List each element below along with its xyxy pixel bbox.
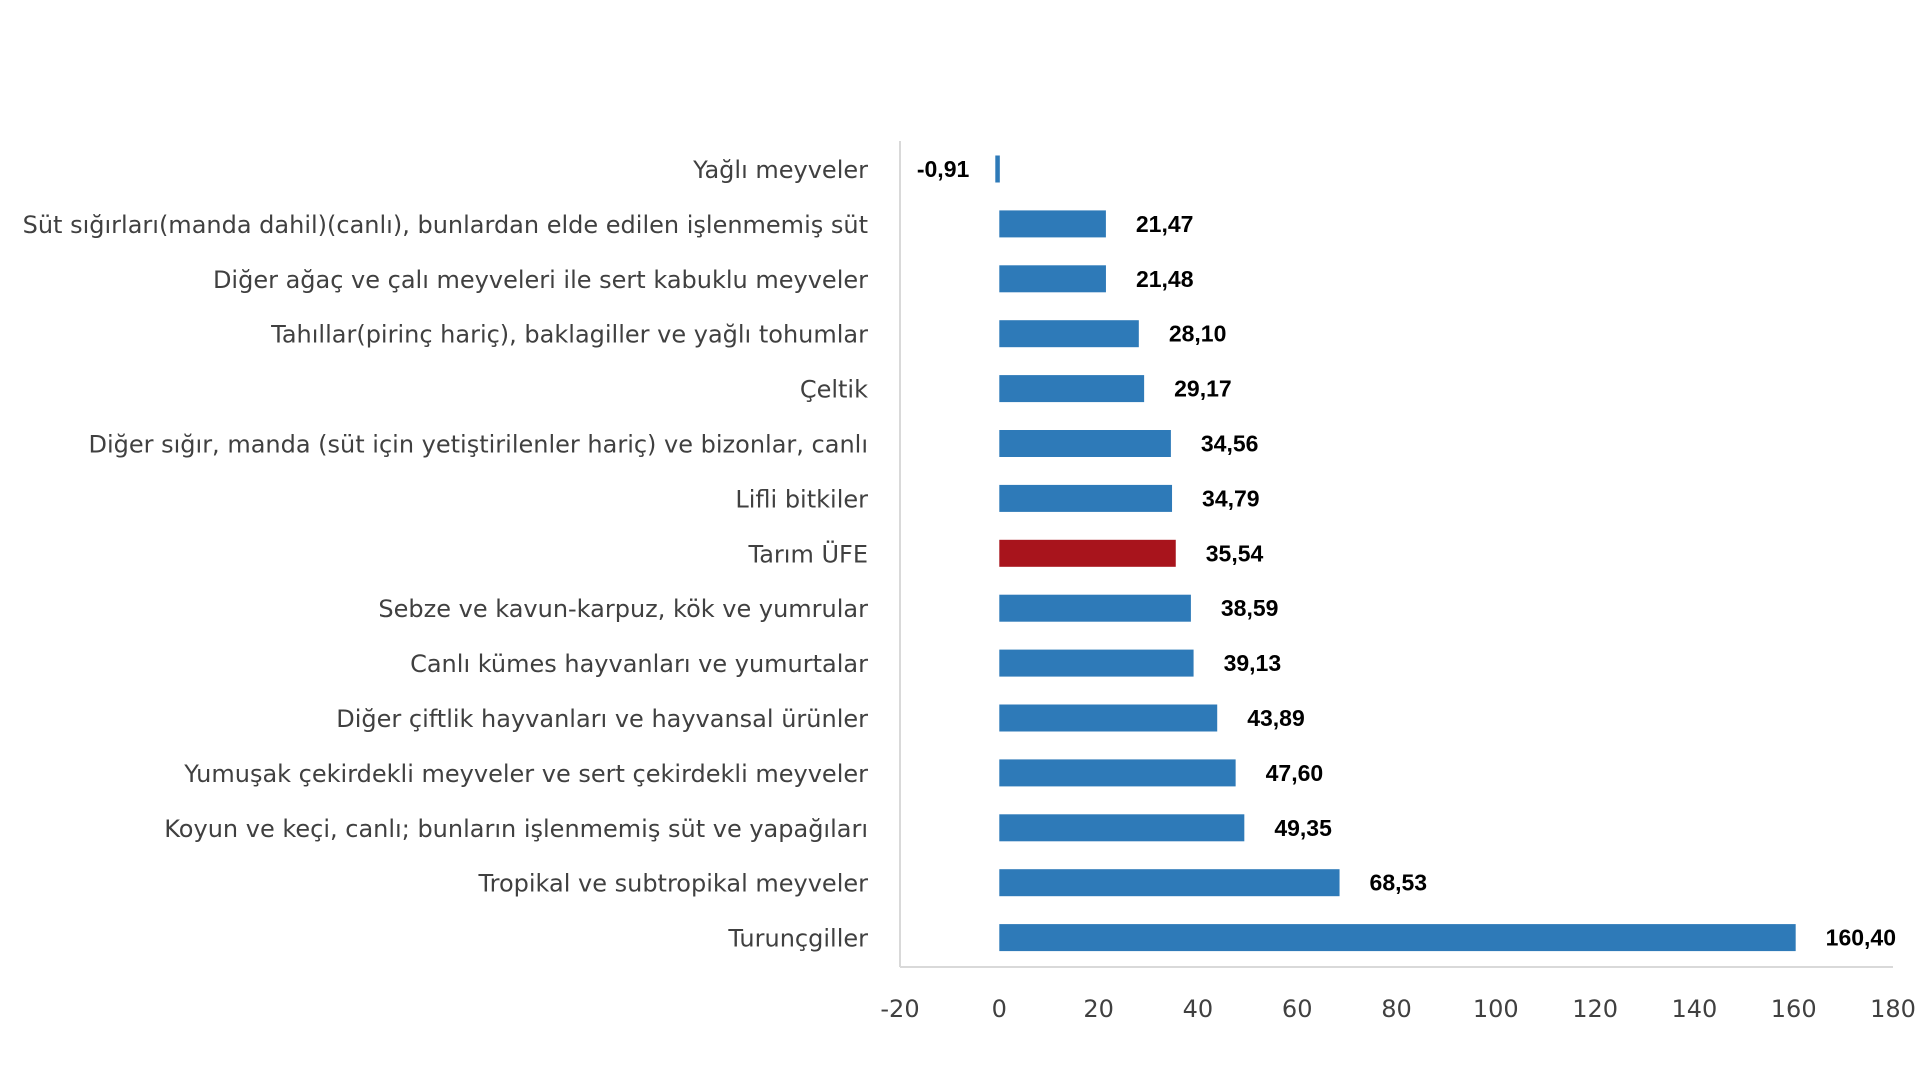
bar xyxy=(999,375,1145,403)
x-tick-label: 100 xyxy=(1473,995,1519,1023)
category-label: Süt sığırları(manda dahil)(canlı), bunla… xyxy=(23,211,868,239)
x-tick-label: 140 xyxy=(1671,995,1717,1023)
bar xyxy=(999,704,1218,732)
value-label: 49,35 xyxy=(1274,815,1332,841)
x-tick-label: 120 xyxy=(1572,995,1618,1023)
value-label: 29,17 xyxy=(1174,376,1232,402)
value-label: 38,59 xyxy=(1221,595,1279,621)
value-label: 34,56 xyxy=(1201,431,1259,457)
category-label: Koyun ve keçi, canlı; bunların işlenmemi… xyxy=(164,815,868,843)
axes xyxy=(899,141,1893,968)
value-label: 21,48 xyxy=(1136,266,1194,292)
value-label: 160,40 xyxy=(1826,925,1896,951)
category-label: Sebze ve kavun-karpuz, kök ve yumrular xyxy=(378,595,868,623)
category-label: Tahıllar(pirinç hariç), baklagiller ve y… xyxy=(270,321,868,349)
bar xyxy=(999,814,1245,842)
value-label: 39,13 xyxy=(1224,650,1282,676)
bar xyxy=(999,430,1171,457)
bar xyxy=(999,320,1139,348)
category-label: Lifli bitkiler xyxy=(735,485,868,513)
x-tick-label: 20 xyxy=(1083,995,1114,1023)
x-tick-label: 80 xyxy=(1381,995,1412,1023)
category-label: Diğer sığır, manda (süt için yetiştirile… xyxy=(88,431,868,459)
bar xyxy=(999,869,1340,897)
x-tick-label: 60 xyxy=(1282,995,1313,1023)
category-label: Diğer ağaç ve çalı meyveleri ile sert ka… xyxy=(213,266,868,294)
bar xyxy=(999,210,1106,238)
value-label: 68,53 xyxy=(1370,870,1428,896)
bar xyxy=(995,155,1000,183)
bar xyxy=(999,484,1173,512)
x-tick-label: 0 xyxy=(992,995,1007,1023)
bar xyxy=(999,265,1106,293)
value-label: 34,79 xyxy=(1202,485,1260,511)
bar xyxy=(999,759,1236,787)
category-label: Tarım ÜFE xyxy=(748,539,868,568)
x-tick-label: 180 xyxy=(1870,995,1916,1023)
category-label: Yumuşak çekirdekli meyveler ve sert çeki… xyxy=(183,760,868,788)
value-label: 43,89 xyxy=(1247,705,1305,731)
category-label: Diğer çiftlik hayvanları ve hayvansal ür… xyxy=(336,705,868,733)
value-label: 47,60 xyxy=(1266,760,1324,786)
category-label: Tropikal ve subtropikal meyveler xyxy=(477,870,868,898)
x-tick-label: 160 xyxy=(1771,995,1817,1023)
bar xyxy=(999,924,1796,952)
bar xyxy=(999,594,1191,622)
x-tick-label: 40 xyxy=(1183,995,1214,1023)
value-label: 28,10 xyxy=(1169,321,1227,347)
bar xyxy=(999,649,1194,677)
value-label: -0,91 xyxy=(917,156,970,182)
category-label: Canlı kümes hayvanları ve yumurtalar xyxy=(410,650,868,678)
category-label: Çeltik xyxy=(800,376,868,404)
category-label: Yağlı meyveler xyxy=(692,156,868,184)
category-label: Turunçgiller xyxy=(727,925,868,953)
value-label: 35,54 xyxy=(1206,540,1264,566)
value-label: 21,47 xyxy=(1136,211,1194,237)
x-tick-label: -20 xyxy=(880,995,919,1023)
bar xyxy=(999,539,1176,567)
